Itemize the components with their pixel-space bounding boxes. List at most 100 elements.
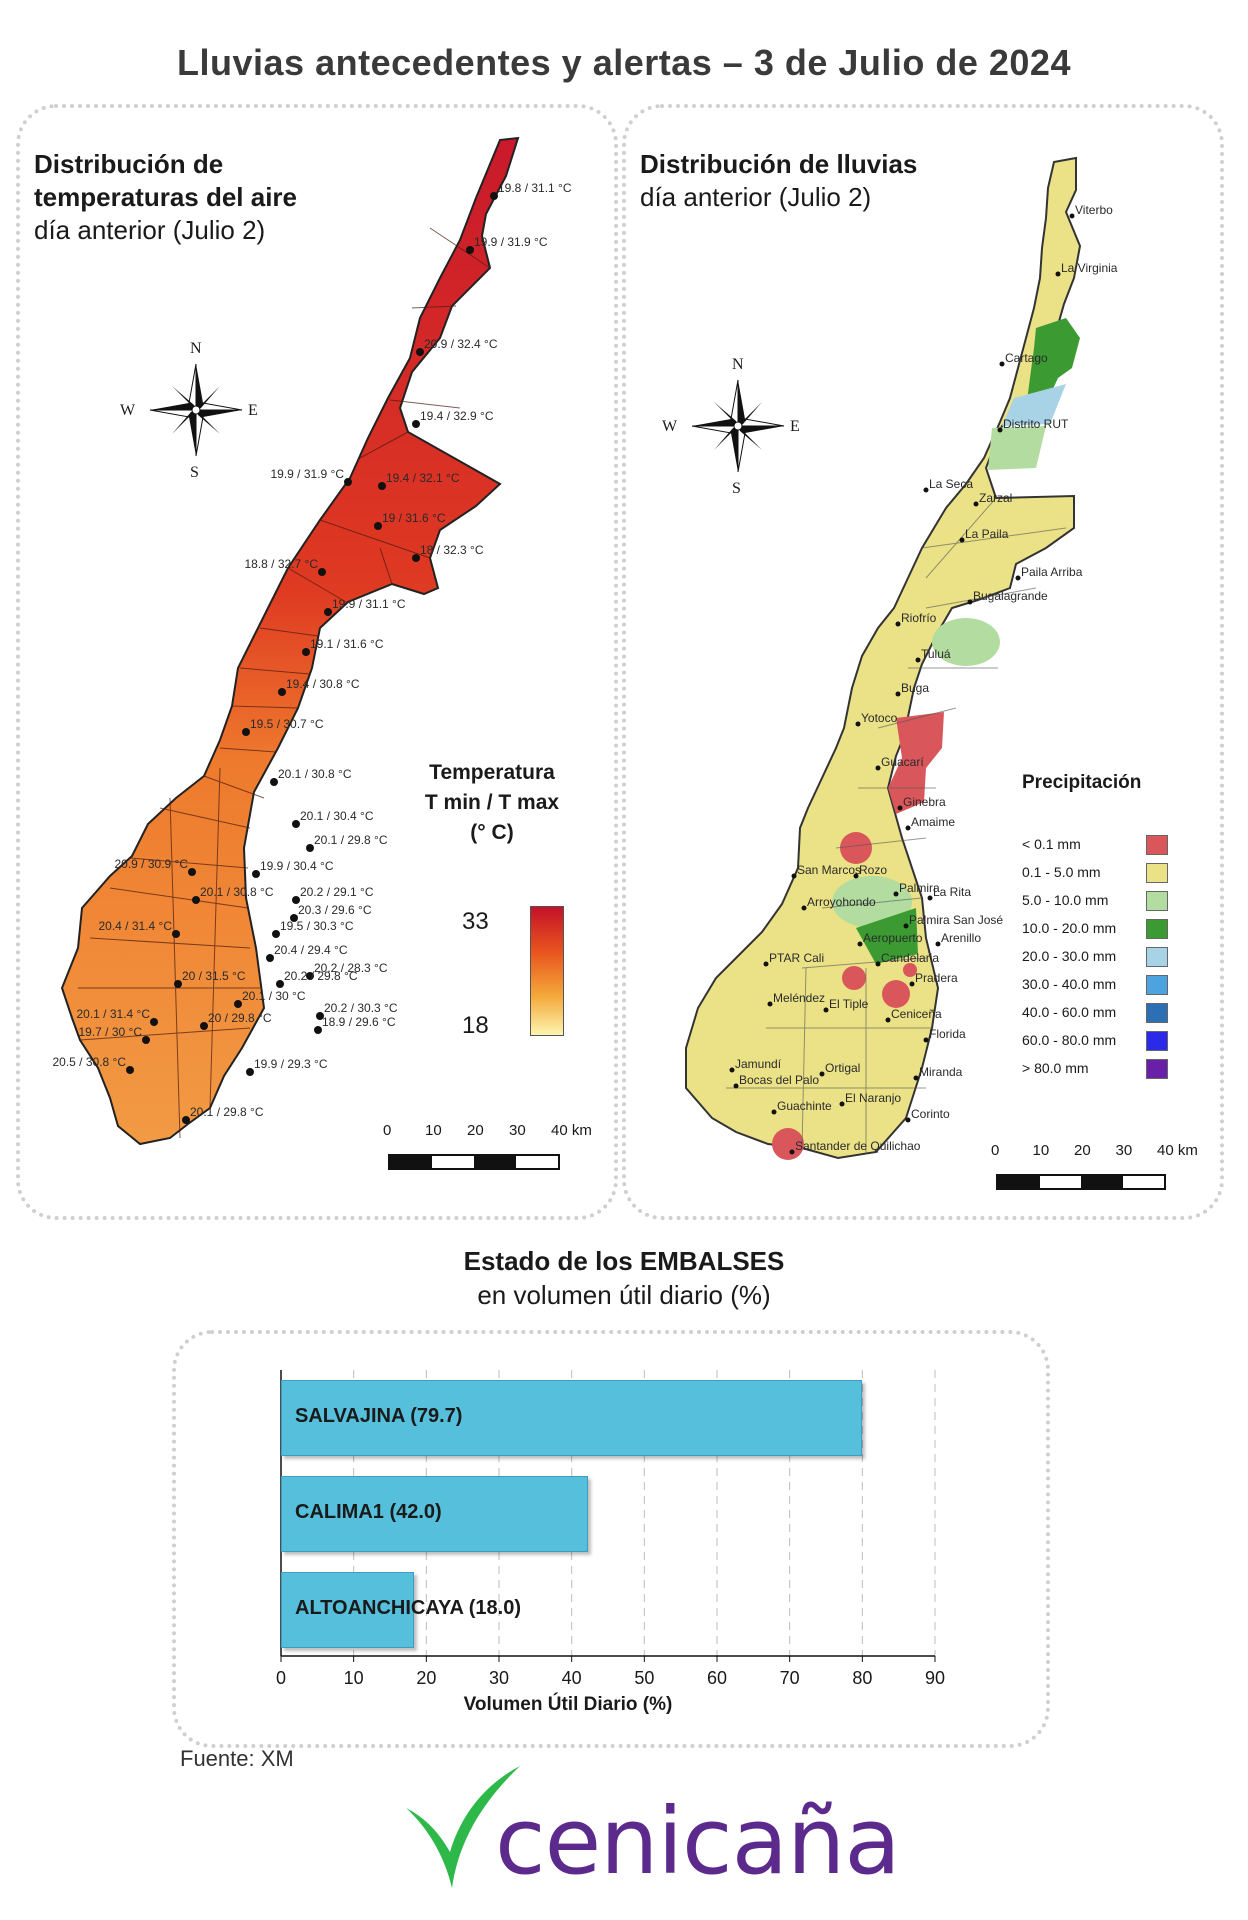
temp-subtitle: día anterior (Julio 2) [34,215,266,245]
place-label: Meléndez [773,991,825,1005]
place-dot [905,1117,911,1123]
place-label: Ginebra [903,795,946,809]
station-dot [172,930,180,938]
station-label: 20.1 / 30.4 °C [300,809,374,823]
station-dot [324,608,332,616]
place-dot [999,361,1005,367]
x-tick-label: 80 [852,1668,873,1688]
station-label: 18.8 / 32.7 °C [244,557,318,571]
scale-tick-label: 40 km [551,1122,592,1139]
place-label: Guachinte [777,1099,832,1113]
station-label: 19.9 / 29.3 °C [254,1057,328,1071]
place-label: Miranda [919,1065,963,1079]
station-label: 19.4 / 32.1 °C [386,471,460,485]
precipitation-legend-label: > 80.0 mm [1022,1060,1089,1076]
station-dot [412,420,420,428]
station-label: 19.4 / 32.9 °C [420,409,494,423]
x-tick-label: 20 [416,1668,437,1688]
station-dot [142,1036,150,1044]
place-label: Amaime [911,815,955,829]
place-label: Palmira [899,881,940,895]
temp-title-line2: temperaturas del aire [34,182,298,212]
rain-zone-green [1026,318,1080,408]
place-label: Yotoco [861,711,898,725]
station-label: 20.1 / 31.4 °C [76,1007,150,1021]
precipitation-legend-title: Precipitación [1022,772,1142,793]
x-tick-label: 60 [706,1668,728,1688]
station-label: 19.8 / 31.1 °C [498,181,572,195]
reservoirs-subtitle: en volumen útil diario (%) [477,1280,771,1310]
compass-rose-icon [149,363,243,457]
place-label: La Rita [933,885,971,899]
place-dot [903,923,909,929]
place-dot [763,961,769,967]
station-dot [272,930,280,938]
x-tick-label: 40 [561,1668,582,1688]
place-label: La Paila [965,527,1009,541]
place-dot [885,1017,891,1023]
rain-zone-lapaila [932,618,1000,666]
station-label: 19.9 / 30.4 °C [260,859,334,873]
place-dot [853,873,859,879]
page-title: Lluvias antecedentes y alertas – 3 de Ju… [177,42,1071,83]
place-dot [913,1075,919,1081]
temperature-legend-title: Temperatura T min / T max (° C) [412,758,572,848]
place-label: Guacarí [881,755,924,769]
x-axis-title: Volumen Útil Diario (%) [463,1694,673,1715]
place-dot [767,1001,773,1007]
station-dot [344,478,352,486]
station-dot [126,1066,134,1074]
station-dot [150,1018,158,1026]
rainfall-places: Viterbo La Virginia Cartago Distrito RUT La … [729,203,1118,1155]
station-label: 19.9 / 31.1 °C [332,597,406,611]
place-dot [801,905,807,911]
station-dot [374,522,382,530]
reservoir-bar [281,1572,414,1648]
station-label: 18.9 / 29.6 °C [322,1015,396,1029]
station-dot [174,980,182,988]
station-dot [290,914,298,922]
place-label: Santander de Quilichao [795,1139,921,1153]
station-label: 19.7 / 30 °C [78,1025,142,1039]
station-label: 20.2 / 28.3 °C [314,961,388,975]
station-label: 20.1 / 30.8 °C [278,767,352,781]
place-dot [791,873,797,879]
station-label: 20.2 / 30.3 °C [324,1001,398,1015]
temp-legend-line3: (° C) [470,821,514,844]
temp-legend-min: 18 [462,1012,489,1039]
compass-w: W [662,418,678,435]
precipitation-legend-swatch [1146,835,1168,855]
place-dot [1015,575,1021,581]
place-label: Candelaria [881,951,939,965]
temperature-region-shape [60,136,520,1146]
place-label: Palmira San José [909,913,1003,927]
station-dot [412,554,420,562]
station-dot [234,1000,242,1008]
station-dot [306,972,314,980]
place-dot [935,941,941,947]
place-label: Rozo [859,863,887,877]
place-label: Cartago [1005,351,1048,365]
station-dot [314,1026,322,1034]
compass-w: W [120,402,136,419]
precipitation-legend-swatch [1146,1003,1168,1023]
scale-tick-label: 10 [425,1122,442,1139]
station-label: 20.5 / 30.8 °C [52,1055,126,1069]
place-dot [997,427,1003,433]
temp-legend-max: 33 [462,908,489,935]
place-label: Ceniceña [891,1007,942,1021]
place-dot [839,1101,845,1107]
station-label: 20.1 / 29.8 °C [314,833,388,847]
precipitation-legend-label: 0.1 - 5.0 mm [1022,864,1101,880]
rain-zone-yotoco [840,832,872,864]
place-label: Ortigal [825,1061,860,1075]
precipitation-legend-label: 10.0 - 20.0 mm [1022,920,1117,936]
place-dot [897,805,903,811]
rain-zone-ginebra [856,908,918,964]
precipitation-legend-swatch [1146,1031,1168,1051]
reservoirs-title-text: Estado de los EMBALSES [463,1246,785,1276]
station-label: 20.9 / 32.4 °C [424,337,498,351]
place-label: El Tiple [829,997,869,1011]
station-dot [182,1116,190,1124]
reservoir-bar [281,1476,589,1552]
